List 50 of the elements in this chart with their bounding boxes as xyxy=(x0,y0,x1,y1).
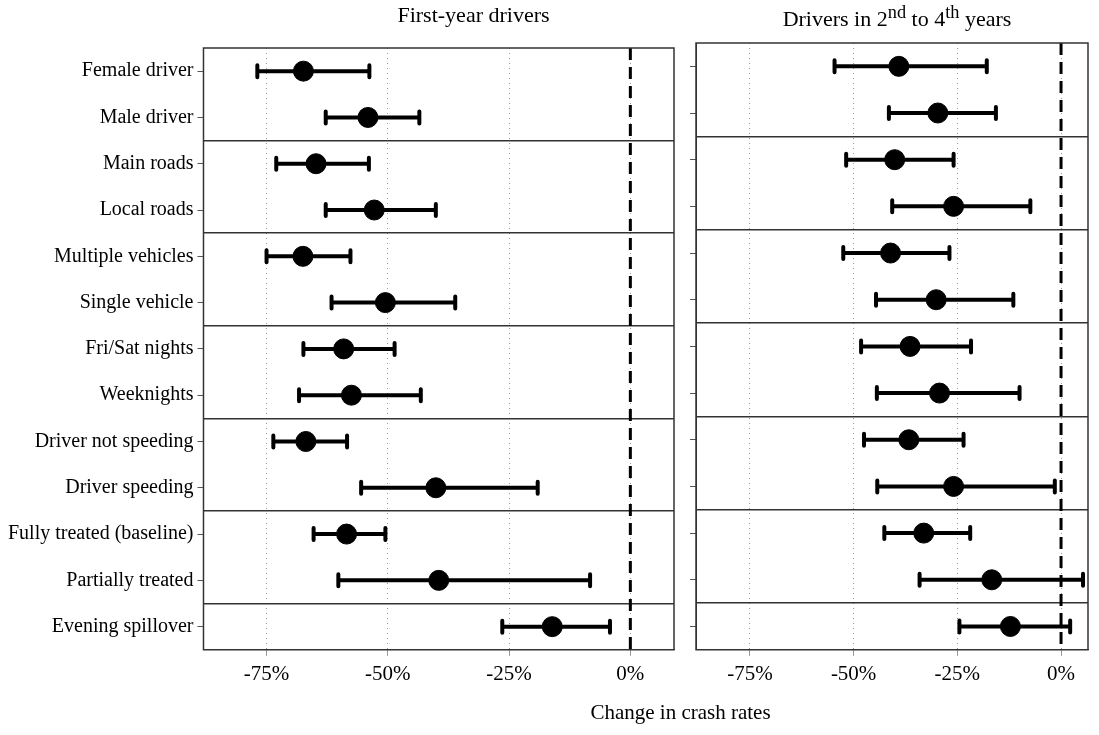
y-tick-label: Female driver xyxy=(81,58,194,81)
point xyxy=(333,338,355,360)
point xyxy=(541,616,563,638)
y-tick-label: Partially treated xyxy=(66,567,194,591)
point xyxy=(305,153,327,175)
x-tick-label: -50% xyxy=(830,660,877,685)
point xyxy=(913,522,935,544)
point xyxy=(927,102,949,124)
chart-title: Drivers in 2$^{nd}$ to 4$^{th}$ years xyxy=(781,2,1013,33)
chart-title: First-year drivers xyxy=(396,2,551,28)
y-tick-label: Driver not speeding xyxy=(34,428,194,452)
point xyxy=(880,242,902,264)
y-tick-label: Fully treated (baseline) xyxy=(7,521,194,545)
point xyxy=(340,384,362,406)
point xyxy=(428,569,450,591)
y-tick-label: Single vehicle xyxy=(79,289,194,313)
point xyxy=(899,335,921,357)
point xyxy=(884,149,906,171)
point xyxy=(943,195,965,217)
point xyxy=(981,569,1003,591)
y-tick-label: Evening spillover xyxy=(51,613,194,637)
y-tick-label: Male driver xyxy=(99,104,194,127)
x-tick-label: -75% xyxy=(727,660,773,685)
y-tick-label: Multiple vehicles xyxy=(54,243,194,267)
point xyxy=(357,106,379,128)
y-tick-label: Main roads xyxy=(102,150,194,173)
point xyxy=(929,382,950,404)
x-tick-label: 0% xyxy=(1047,660,1076,685)
point xyxy=(999,615,1021,637)
point xyxy=(898,429,920,451)
point xyxy=(888,55,910,77)
point xyxy=(363,199,385,221)
point xyxy=(943,475,965,497)
x-tick-label: -75% xyxy=(243,660,290,685)
y-tick-label: Driver speeding xyxy=(65,475,194,499)
y-tick-label: Weeknights xyxy=(99,382,194,406)
x-tick-label: -50% xyxy=(365,660,411,685)
x-axis-title: Change in crash rates xyxy=(589,700,772,725)
point xyxy=(374,292,396,314)
x-tick-label: 0% xyxy=(616,660,645,685)
point xyxy=(292,245,314,267)
point xyxy=(425,477,447,499)
x-tick-label: -25% xyxy=(486,660,532,685)
point xyxy=(336,523,358,545)
x-tick-label: -25% xyxy=(934,660,981,685)
point xyxy=(295,430,317,452)
point xyxy=(925,289,947,311)
y-tick-label: Fri/Sat nights xyxy=(85,336,194,360)
y-tick-label: Local roads xyxy=(99,197,194,220)
point xyxy=(292,60,314,82)
